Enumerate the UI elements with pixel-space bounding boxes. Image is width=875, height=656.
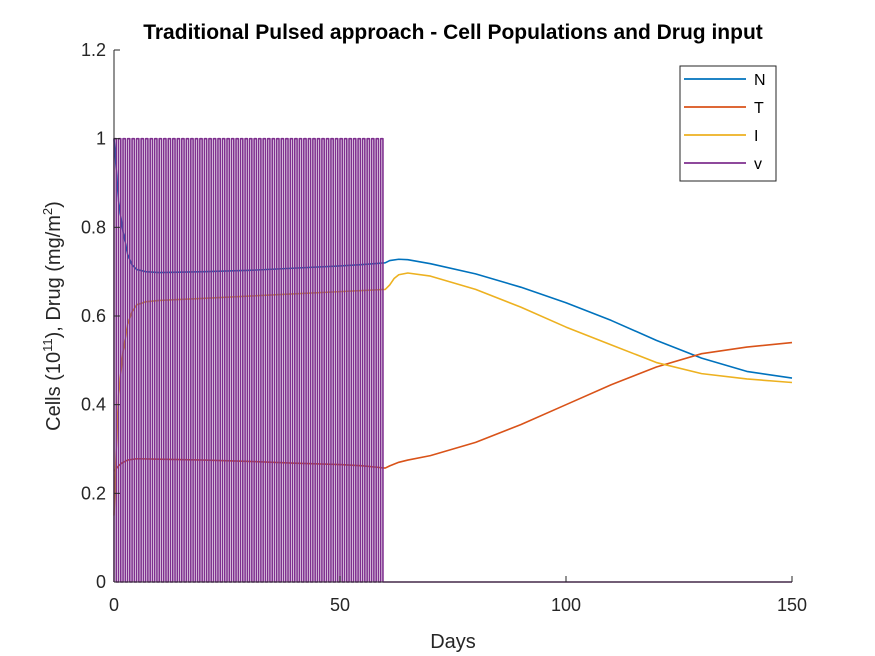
y-tick-label: 1.2	[81, 40, 106, 60]
legend-label-T: T	[754, 100, 764, 117]
legend-label-I: I	[754, 128, 758, 145]
x-tick-label: 150	[777, 595, 807, 615]
series-line-v	[113, 137, 792, 583]
y-tick-label: 0.2	[81, 483, 106, 503]
legend-label-N: N	[754, 72, 766, 89]
y-label-part-3: )	[43, 201, 65, 208]
legend-box	[679, 65, 777, 182]
y-label-sup-2: 2	[40, 208, 55, 215]
y-tick-label: 0.6	[81, 306, 106, 326]
y-label-part-1: Cells (10	[43, 352, 65, 431]
y-axis-label: Cells (1011), Drug (mg/m2)	[40, 201, 65, 431]
y-tick-label: 0.8	[81, 217, 106, 237]
x-ticks: 0 50 100 150	[109, 576, 807, 615]
series-layer	[113, 137, 793, 583]
x-tick-label: 0	[109, 595, 119, 615]
x-tick-label: 100	[551, 595, 581, 615]
y-ticks: 0 0.2 0.4 0.6 0.8 1 1.2	[81, 40, 120, 592]
y-tick-label: 0	[96, 572, 106, 592]
y-tick-label: 1	[96, 129, 106, 149]
y-tick-label: 0.4	[81, 395, 106, 415]
y-label-part-2: ), Drug (mg/m	[43, 215, 65, 338]
x-tick-label: 50	[330, 595, 350, 615]
y-label-sup-1: 11	[40, 338, 55, 352]
x-axis-label: Days	[430, 631, 476, 653]
legend-label-v: v	[754, 156, 762, 173]
chart-title: Traditional Pulsed approach - Cell Popul…	[143, 21, 763, 44]
